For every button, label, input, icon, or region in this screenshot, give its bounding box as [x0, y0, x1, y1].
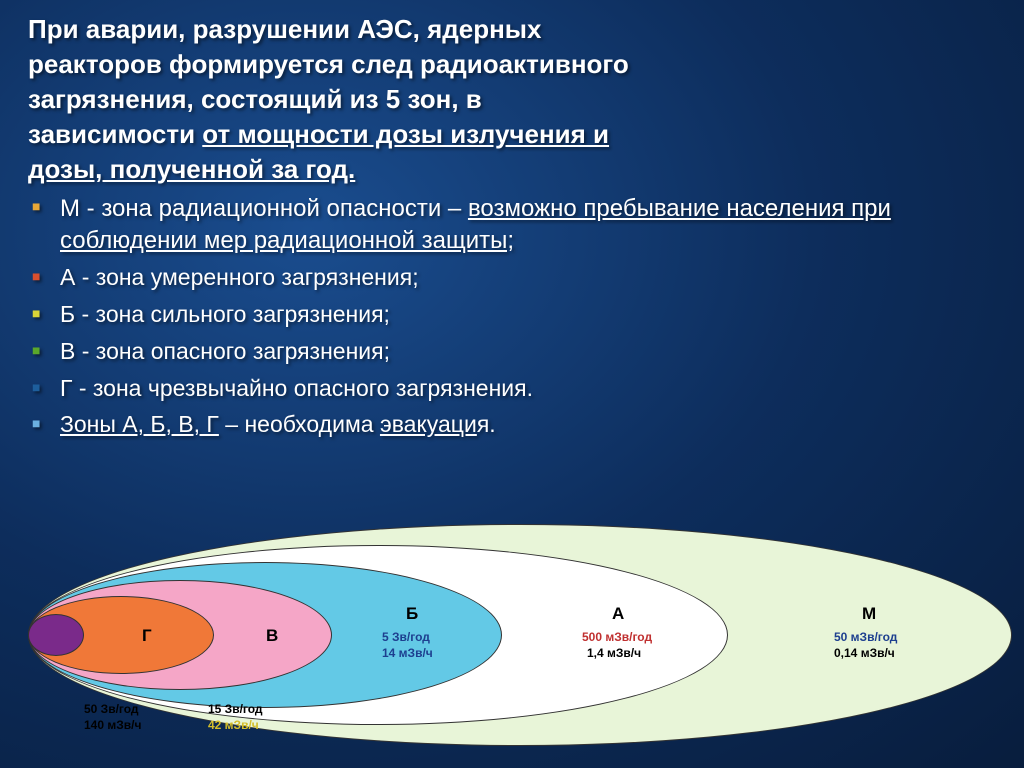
value-g-hour: 140 мЗв/ч: [84, 718, 141, 732]
value-a-hour: 1,4 мЗв/ч: [587, 646, 641, 660]
bullet-evac-zones: Зоны А, Б, В, Г: [60, 411, 219, 437]
slide-heading: При аварии, разрушении АЭС, ядерных реак…: [0, 0, 1024, 193]
heading-line1: При аварии, разрушении АЭС, ядерных: [28, 14, 541, 44]
heading-line2: реакторов формируется след радиоактивног…: [28, 49, 629, 79]
bullet-evac-word: эвакуаци: [380, 411, 477, 437]
value-a-year: 500 мЗв/год: [582, 630, 652, 644]
bullet-m-prefix: М - зона радиационной опасности –: [60, 195, 468, 222]
value-v-hour: 42 мЗв/ч: [208, 718, 259, 732]
bullet-evac-mid: – необходима: [219, 411, 380, 437]
value-m-hour: 0,14 мЗв/ч: [834, 646, 895, 660]
value-g-year: 50 Зв/год: [84, 702, 139, 716]
heading-line4a: зависимости: [28, 119, 202, 149]
value-b-hour: 14 мЗв/ч: [382, 646, 433, 660]
value-m-year: 50 мЗв/год: [834, 630, 897, 644]
letter-v: В: [266, 626, 278, 646]
heading-line4b: от мощности дозы излучения и: [202, 119, 609, 149]
bullet-zone-m: М - зона радиационной опасности – возмож…: [60, 193, 1000, 255]
heading-line5: дозы, полученной за год.: [28, 154, 355, 184]
bullet-zone-a: А - зона умеренного загрязнения;: [60, 263, 1000, 293]
bullet-zone-g: Г - зона чрезвычайно опасного загрязнени…: [60, 374, 1000, 404]
letter-g: Г: [142, 626, 152, 646]
bullet-evac-end: я.: [477, 411, 496, 437]
bullet-evacuation: Зоны А, Б, В, Г – необходима эвакуация.: [60, 410, 1000, 440]
ellipse-source: [28, 614, 84, 656]
contamination-trace-diagram: Г В Б А М 5 Зв/год 14 мЗв/ч 500 мЗв/год …: [12, 524, 1012, 754]
letter-a: А: [612, 604, 624, 624]
value-v-year: 15 Зв/год: [208, 702, 263, 716]
letter-b: Б: [406, 604, 418, 624]
bullet-zone-v: В - зона опасного загрязнения;: [60, 337, 1000, 367]
letter-m: М: [862, 604, 876, 624]
value-b-year: 5 Зв/год: [382, 630, 430, 644]
bullet-zone-b: Б - зона сильного загрязнения;: [60, 300, 1000, 330]
zone-bullet-list: М - зона радиационной опасности – возмож…: [0, 193, 1024, 440]
heading-line3: загрязнения, состоящий из 5 зон, в: [28, 84, 482, 114]
